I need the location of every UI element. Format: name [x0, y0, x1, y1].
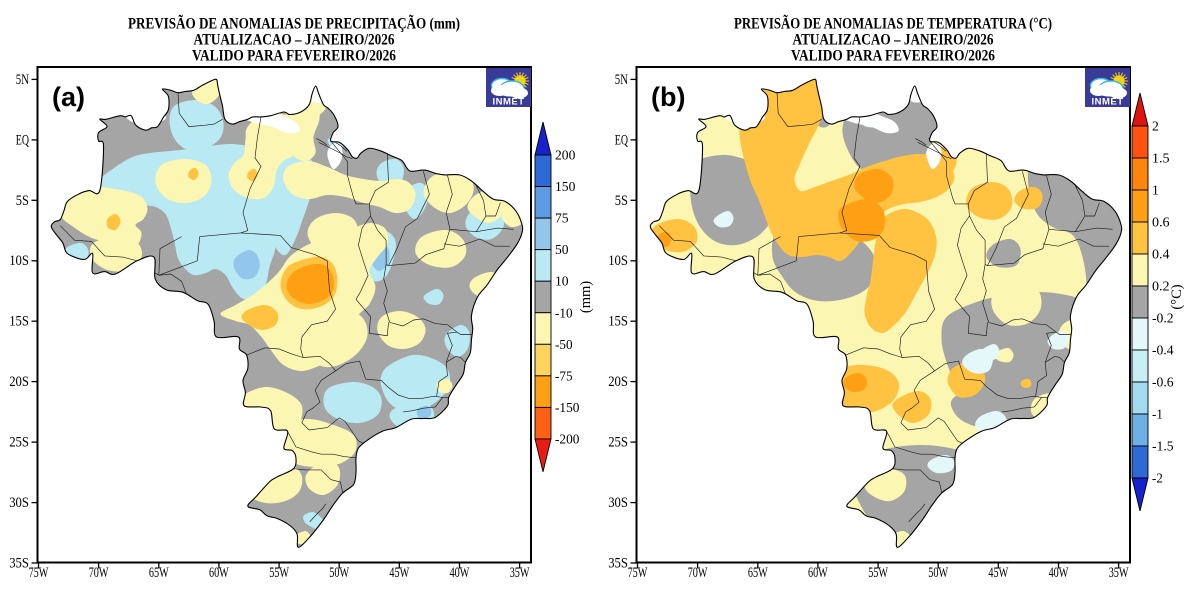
svg-text:-150: -150: [555, 400, 580, 415]
svg-text:1: 1: [1152, 183, 1159, 198]
svg-text:40W: 40W: [1049, 565, 1069, 581]
svg-text:0.6: 0.6: [1152, 215, 1170, 230]
svg-text:-75: -75: [555, 368, 573, 383]
svg-text:EQ: EQ: [615, 132, 628, 148]
svg-text:10S: 10S: [9, 253, 29, 269]
svg-text:(a): (a): [52, 82, 85, 112]
svg-text:30S: 30S: [608, 495, 628, 511]
svg-text:75W: 75W: [29, 565, 49, 581]
svg-text:-0.2: -0.2: [1152, 311, 1174, 326]
svg-text:45W: 45W: [389, 565, 409, 581]
svg-text:5S: 5S: [16, 193, 29, 209]
svg-text:EQ: EQ: [16, 132, 29, 148]
svg-text:VALIDO PARA FEVEREIRO/2026: VALIDO PARA FEVEREIRO/2026: [791, 48, 995, 65]
svg-text:1.5: 1.5: [1152, 151, 1170, 166]
svg-text:40W: 40W: [450, 565, 470, 581]
svg-text:25S: 25S: [608, 435, 628, 451]
svg-text:(mm): (mm): [578, 281, 594, 313]
svg-text:ATUALIZACAO – JANEIRO/2026: ATUALIZACAO – JANEIRO/2026: [793, 32, 994, 49]
svg-text:PREVISÃO DE ANOMALIAS DE PRECI: PREVISÃO DE ANOMALIAS DE PRECIPITAÇÃO (m…: [128, 15, 460, 33]
svg-text:20S: 20S: [9, 374, 29, 390]
svg-text:50W: 50W: [329, 565, 349, 581]
svg-text:-10: -10: [555, 305, 573, 320]
svg-text:2: 2: [1152, 119, 1159, 134]
svg-text:60W: 60W: [808, 565, 828, 581]
svg-text:-200: -200: [555, 431, 580, 446]
svg-text:65W: 65W: [149, 565, 169, 581]
svg-text:50W: 50W: [928, 565, 948, 581]
svg-text:45W: 45W: [988, 565, 1008, 581]
svg-text:-1: -1: [1152, 407, 1163, 422]
svg-text:INMET: INMET: [492, 97, 524, 108]
svg-text:70W: 70W: [89, 565, 109, 581]
svg-text:10: 10: [555, 274, 569, 289]
svg-text:10S: 10S: [608, 253, 628, 269]
svg-text:5S: 5S: [615, 193, 628, 209]
svg-text:50: 50: [555, 242, 569, 257]
svg-text:PREVISÃO DE ANOMALIAS DE TEMPE: PREVISÃO DE ANOMALIAS DE TEMPERATURA (°C…: [734, 15, 1052, 33]
svg-text:35S: 35S: [608, 556, 628, 572]
svg-text:75: 75: [555, 211, 569, 226]
svg-text:(°C): (°C): [1169, 284, 1185, 309]
svg-text:55W: 55W: [269, 565, 289, 581]
svg-text:35W: 35W: [1109, 565, 1129, 581]
svg-text:65W: 65W: [748, 565, 768, 581]
svg-text:30S: 30S: [9, 495, 29, 511]
svg-text:0.2: 0.2: [1152, 279, 1170, 294]
svg-text:5N: 5N: [615, 72, 628, 88]
svg-text:20S: 20S: [608, 374, 628, 390]
svg-text:-0.6: -0.6: [1152, 375, 1174, 390]
svg-text:70W: 70W: [688, 565, 708, 581]
svg-text:INMET: INMET: [1091, 97, 1123, 108]
svg-text:-50: -50: [555, 337, 573, 352]
svg-text:60W: 60W: [209, 565, 229, 581]
svg-text:75W: 75W: [628, 565, 648, 581]
svg-text:ATUALIZACAO – JANEIRO/2026: ATUALIZACAO – JANEIRO/2026: [194, 32, 395, 49]
svg-text:(b): (b): [651, 82, 685, 112]
svg-text:-1.5: -1.5: [1152, 439, 1174, 454]
svg-text:25S: 25S: [9, 435, 29, 451]
svg-text:0.4: 0.4: [1152, 247, 1170, 262]
svg-text:5N: 5N: [16, 72, 29, 88]
svg-text:15S: 15S: [608, 314, 628, 330]
svg-text:35W: 35W: [510, 565, 530, 581]
svg-text:-2: -2: [1152, 471, 1163, 486]
svg-text:VALIDO PARA FEVEREIRO/2026: VALIDO PARA FEVEREIRO/2026: [192, 48, 396, 65]
svg-text:35S: 35S: [9, 556, 29, 572]
svg-text:15S: 15S: [9, 314, 29, 330]
svg-text:55W: 55W: [868, 565, 888, 581]
svg-text:200: 200: [555, 148, 576, 163]
svg-text:-0.4: -0.4: [1152, 343, 1174, 358]
svg-text:150: 150: [555, 179, 576, 194]
